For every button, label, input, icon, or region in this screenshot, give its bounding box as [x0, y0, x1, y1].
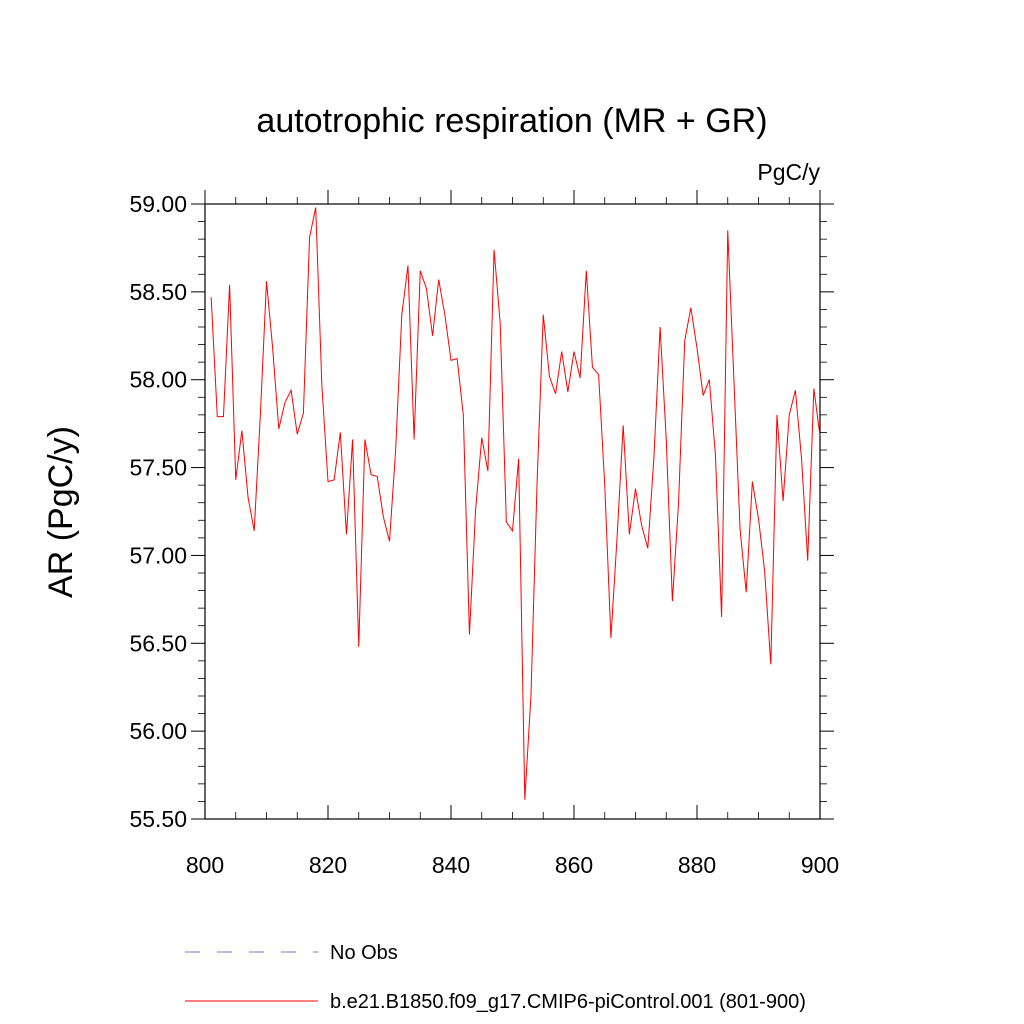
y-tick-labels: 55.50 56.00 56.50 57.00 57.50 58.00 58.50 59.00 [129, 191, 187, 832]
y-axis-label: AR (PgC/y) [42, 426, 80, 598]
y-tick-label: 57.00 [129, 542, 187, 568]
x-tick-label: 860 [555, 852, 593, 878]
y-tick-label: 55.50 [129, 806, 187, 832]
x-tick-labels: 800 820 840 860 880 900 [186, 852, 839, 878]
y-tick-label: 58.00 [129, 367, 187, 393]
x-tick-label: 900 [801, 852, 839, 878]
y-tick-label: 56.50 [129, 630, 187, 656]
y-tick-label: 56.00 [129, 718, 187, 744]
x-tick-label: 800 [186, 852, 224, 878]
legend: No Obs b.e21.B1850.f09_g17.CMIP6-piContr… [185, 942, 806, 1013]
x-tick-label: 840 [432, 852, 470, 878]
major-ticks [191, 190, 834, 820]
y-tick-label: 59.00 [129, 191, 187, 217]
series-line-control [210, 207, 821, 800]
minor-ticks [198, 197, 827, 819]
plot-frame [204, 203, 821, 820]
units-label: PgC/y [757, 159, 820, 185]
y-tick-label: 58.50 [129, 279, 187, 305]
x-tick-label: 820 [309, 852, 347, 878]
legend-label-no-obs: No Obs [330, 942, 398, 964]
x-tick-label: 880 [678, 852, 716, 878]
y-tick-label: 57.50 [129, 455, 187, 481]
legend-label-control: b.e21.B1850.f09_g17.CMIP6-piControl.001 … [330, 991, 806, 1013]
chart-title: autotrophic respiration (MR + GR) [256, 102, 767, 140]
